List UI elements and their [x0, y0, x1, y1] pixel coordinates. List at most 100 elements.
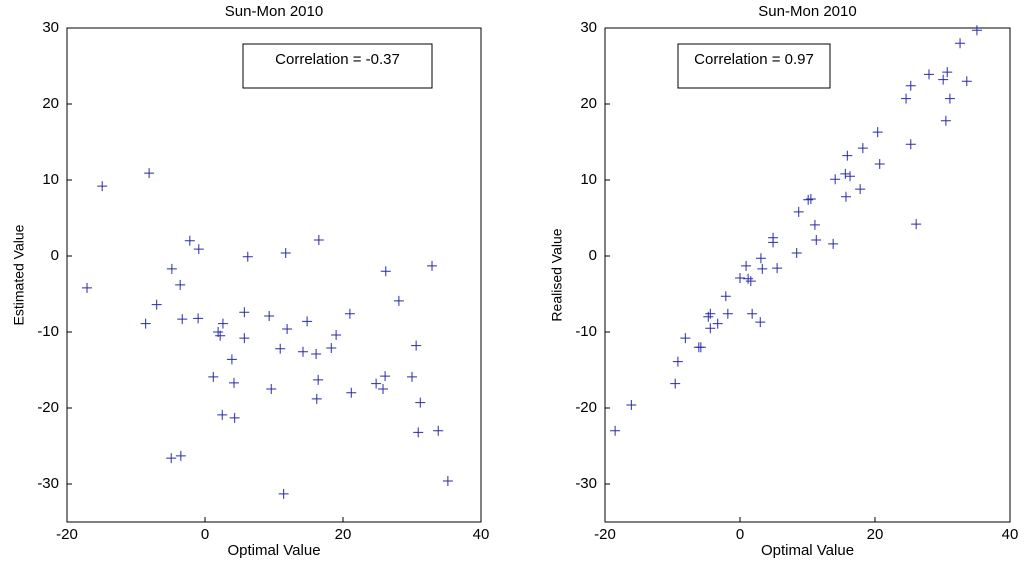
point — [803, 194, 814, 205]
point — [874, 159, 885, 170]
point — [944, 93, 955, 104]
point — [193, 313, 204, 324]
point — [413, 427, 424, 438]
point — [705, 308, 716, 319]
y-tick-label: -10 — [575, 323, 597, 340]
point — [217, 409, 228, 420]
point — [830, 174, 841, 185]
point — [743, 273, 754, 284]
point — [940, 115, 951, 126]
point — [855, 184, 866, 195]
y-tick-label: 30 — [42, 19, 59, 36]
point — [297, 346, 308, 357]
point — [151, 299, 162, 310]
point — [755, 317, 766, 328]
point — [828, 238, 839, 249]
point — [140, 318, 151, 329]
point — [166, 453, 177, 464]
point — [680, 333, 691, 344]
point — [208, 371, 219, 382]
point — [942, 67, 953, 78]
y-tick-label: -20 — [37, 399, 59, 416]
point — [326, 342, 337, 353]
point — [229, 412, 240, 423]
y-tick-label: 10 — [42, 171, 59, 188]
y-axis-label: Estimated Value — [11, 224, 27, 325]
point — [755, 253, 766, 264]
point — [747, 308, 758, 319]
point — [695, 342, 706, 353]
point — [791, 247, 802, 258]
point — [757, 263, 768, 274]
point — [911, 219, 922, 230]
point — [842, 150, 853, 161]
point — [840, 191, 851, 202]
x-axis-label: Optimal Value — [761, 542, 854, 559]
annotation-box — [677, 43, 831, 89]
point — [228, 377, 239, 388]
point — [905, 80, 916, 91]
point — [433, 425, 444, 436]
x-tick-label: 20 — [335, 526, 352, 543]
y-tick-label: 30 — [580, 19, 597, 36]
y-tick-label: 10 — [580, 171, 597, 188]
point — [82, 282, 93, 293]
annotation-box — [242, 43, 433, 89]
point — [311, 393, 322, 404]
point — [672, 356, 683, 367]
point — [166, 263, 177, 274]
point — [331, 330, 342, 341]
x-tick-label: 20 — [867, 526, 884, 543]
axes-box — [604, 27, 1011, 523]
y-tick-label: -20 — [575, 399, 597, 416]
point — [938, 74, 949, 85]
x-tick-label: 40 — [1002, 526, 1019, 543]
point — [793, 206, 804, 217]
point — [872, 127, 883, 138]
point — [275, 343, 286, 354]
y-tick-label: 20 — [580, 95, 597, 112]
point — [840, 168, 851, 179]
point — [705, 323, 716, 334]
annotation: Correlation = -0.37 — [275, 51, 400, 68]
point — [378, 384, 389, 394]
point — [175, 279, 186, 290]
point — [809, 219, 820, 230]
axes-box — [66, 27, 482, 523]
point — [266, 384, 277, 394]
y-tick-label: -10 — [37, 323, 59, 340]
point — [302, 316, 313, 327]
point — [311, 349, 322, 360]
point — [712, 318, 723, 329]
y-tick-label: 0 — [589, 247, 597, 264]
point — [242, 251, 253, 262]
x-tick-label: 40 — [473, 526, 490, 543]
point — [371, 378, 382, 389]
point — [215, 330, 226, 341]
y-tick-label: 20 — [42, 95, 59, 112]
point — [344, 308, 355, 319]
y-tick-label: -30 — [575, 475, 597, 492]
point — [735, 273, 745, 284]
point — [226, 354, 237, 365]
point — [442, 475, 453, 486]
point — [722, 308, 733, 319]
point — [971, 25, 982, 36]
x-tick-label: -20 — [56, 526, 78, 543]
x-tick-label: 0 — [736, 526, 744, 543]
point — [175, 450, 186, 461]
point — [346, 387, 357, 398]
y-tick-label: -30 — [37, 475, 59, 492]
point — [313, 374, 324, 385]
point — [924, 69, 934, 80]
x-axis-label: Optimal Value — [227, 542, 320, 559]
point — [193, 244, 204, 255]
y-axis-label: Realised Value — [549, 228, 565, 321]
point — [278, 488, 289, 499]
point — [845, 171, 856, 182]
point — [768, 237, 779, 248]
point — [97, 181, 108, 192]
point — [961, 76, 972, 87]
point — [264, 311, 275, 322]
